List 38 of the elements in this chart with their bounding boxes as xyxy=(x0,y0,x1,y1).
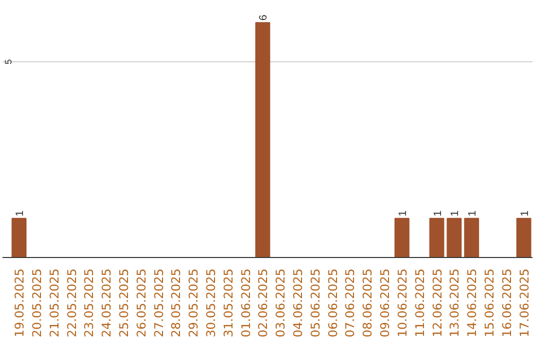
x-tick-label: 19.05.2025 xyxy=(12,268,27,338)
x-tick-label: 27.05.2025 xyxy=(152,268,166,338)
x-tick-label: 01.06.2025 xyxy=(238,268,253,338)
data-label: 1 xyxy=(14,210,26,216)
x-tick-label: 02.06.2025 xyxy=(256,268,270,338)
x-tick-label: 13.06.2025 xyxy=(448,268,462,338)
data-label: 1 xyxy=(432,210,444,216)
data-label: 6 xyxy=(258,14,270,21)
x-tick-label: 16.06.2025 xyxy=(500,268,514,338)
x-tick-label: 09.06.2025 xyxy=(378,268,392,338)
data-label: 1 xyxy=(518,210,531,216)
x-tick-label: 25.05.2025 xyxy=(116,268,131,338)
x-tick-label: 23.05.2025 xyxy=(82,268,96,338)
x-tick-label: 28.05.2025 xyxy=(169,268,184,338)
x-tick-label: 17.06.2025 xyxy=(517,268,532,338)
x-tick-label: 12.06.2025 xyxy=(430,268,444,338)
x-tick-label: 03.06.2025 xyxy=(274,268,288,338)
x-tick-label: 29.05.2025 xyxy=(186,268,201,338)
x-tick-label: 14.06.2025 xyxy=(465,268,480,338)
x-tick-label: 20.05.2025 xyxy=(30,268,44,338)
x-tick-label: 21.05.2025 xyxy=(47,268,62,338)
x-tick-label: 31.05.2025 xyxy=(221,268,236,338)
data-label: 1 xyxy=(449,210,462,216)
x-tick-label: 11.06.2025 xyxy=(412,268,427,338)
x-tick-label: 08.06.2025 xyxy=(360,268,375,338)
x-tick-label: 06.06.2025 xyxy=(326,268,340,338)
data-label: 1 xyxy=(466,210,479,216)
x-tick-label: 30.05.2025 xyxy=(204,268,218,338)
ref-line-label: 5 xyxy=(4,59,14,64)
x-tick-label: 22.05.2025 xyxy=(64,268,79,338)
data-label: 1 xyxy=(396,210,409,216)
x-tick-label: 15.06.2025 xyxy=(482,268,496,338)
x-tick-label: 26.05.2025 xyxy=(134,268,148,338)
x-tick-label: 24.05.2025 xyxy=(100,268,114,338)
x-tick-label: 10.06.2025 xyxy=(395,268,410,338)
x-tick-label: 05.06.2025 xyxy=(308,268,322,338)
x-tick-label: 04.06.2025 xyxy=(291,268,306,338)
x-tick-label: 07.06.2025 xyxy=(343,268,358,338)
